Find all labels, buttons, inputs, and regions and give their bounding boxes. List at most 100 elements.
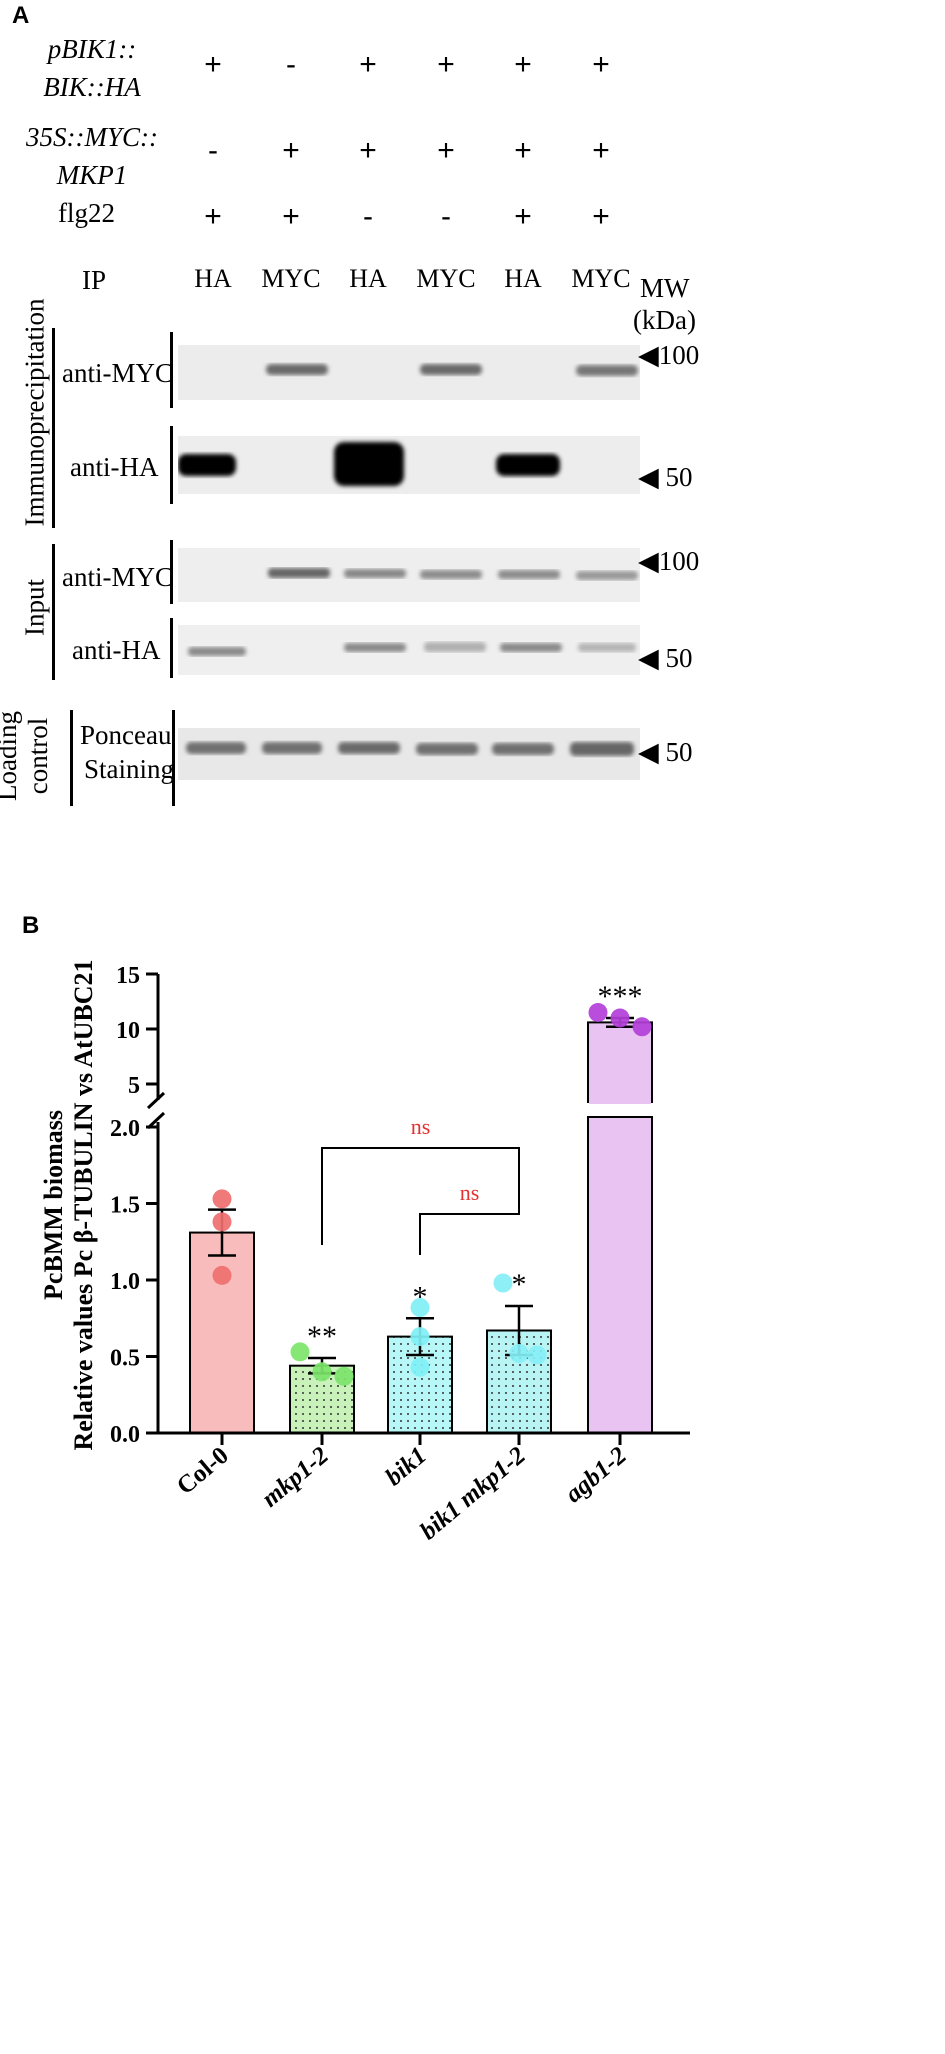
treatment-sign: + xyxy=(437,134,455,167)
bar-lower-segment xyxy=(587,1116,653,1434)
band xyxy=(416,743,478,755)
data-point xyxy=(334,1366,354,1386)
immuno-bracket xyxy=(52,328,55,528)
panel-a-letter: A xyxy=(12,2,30,29)
treatment-sign: + xyxy=(514,134,532,167)
treatment-sign: + xyxy=(437,48,455,81)
data-point xyxy=(610,1008,630,1028)
band xyxy=(498,570,560,579)
band xyxy=(334,442,404,486)
section-label-loading-control: Loading control xyxy=(0,696,92,816)
band xyxy=(570,742,634,756)
blot-label-immuno-ha: anti-HA xyxy=(70,452,159,482)
band xyxy=(500,643,562,652)
treatment-sign: + xyxy=(359,134,377,167)
row-label-35s-line1: 35S::MYC:: xyxy=(26,122,158,152)
input-bracket xyxy=(52,544,55,680)
significance-marker: ** xyxy=(307,1320,337,1353)
treatment-sign: - xyxy=(286,48,296,81)
x-category-label: bik1 xyxy=(380,1442,431,1491)
marker-triangle-icon: ◀ xyxy=(638,737,659,767)
ip-column-header: MYC xyxy=(571,264,631,293)
treatment-sign: + xyxy=(514,48,532,81)
y-tick-label: 0.0 xyxy=(110,1422,140,1448)
treatment-sign: - xyxy=(441,200,451,233)
bar-upper-cap xyxy=(589,1099,651,1104)
treatment-sign: - xyxy=(208,134,218,167)
y-axis-title-line1: PcBMM biomass xyxy=(39,1110,68,1300)
y-tick-label: 15 xyxy=(116,963,140,989)
immuno-ha-bar xyxy=(170,426,173,504)
significance-marker: * xyxy=(413,1280,428,1313)
treatment-sign: + xyxy=(282,200,300,233)
mw-value: 50 xyxy=(665,643,693,673)
ip-column-header: HA xyxy=(349,264,387,293)
y-tick-label: 2.0 xyxy=(110,1116,140,1142)
significance-marker: *** xyxy=(598,980,643,1013)
bar-break-gap xyxy=(587,1102,653,1116)
band xyxy=(178,454,236,476)
immuno-myc-bar xyxy=(170,332,173,408)
blot-label-input-ha: anti-HA xyxy=(72,635,161,665)
data-point xyxy=(212,1189,232,1209)
data-point xyxy=(527,1345,547,1365)
ip-column-header: HA xyxy=(194,264,232,293)
data-point xyxy=(493,1273,513,1293)
blot-input-myc-bg xyxy=(178,548,640,602)
ip-label: IP xyxy=(82,265,107,295)
band xyxy=(576,571,638,580)
y-tick-label: 0.5 xyxy=(110,1346,140,1372)
data-point xyxy=(588,1003,608,1022)
bar xyxy=(189,1231,255,1434)
treatment-sign: + xyxy=(592,48,610,81)
treatment-sign: + xyxy=(592,200,610,233)
band xyxy=(268,568,330,578)
y-axis-title-line2: Relative values Pc β-TUBULIN vs AtUBC21 xyxy=(69,959,98,1450)
data-point xyxy=(212,1212,232,1232)
treatment-sign: + xyxy=(359,48,377,81)
band xyxy=(492,743,554,755)
band xyxy=(424,642,486,652)
data-point xyxy=(290,1342,310,1362)
blot-input-myc xyxy=(178,548,640,602)
blot-label-ponceau-1: Ponceau xyxy=(80,720,172,750)
band xyxy=(262,742,322,754)
comparison-bracket xyxy=(419,1197,520,1255)
band xyxy=(344,643,406,652)
mw-marker-input-myc: ◀100 xyxy=(638,546,699,577)
row-label-35s: 35S::MYC:: MKP1 xyxy=(12,118,172,194)
input-myc-bar xyxy=(170,540,173,604)
loading-bracket xyxy=(70,710,73,806)
data-point xyxy=(410,1357,430,1377)
comparison-bracket xyxy=(321,1147,520,1245)
mw-value: 50 xyxy=(665,737,693,767)
mw-value: 100 xyxy=(658,546,700,576)
blot-ponceau-bg xyxy=(178,728,640,780)
blot-input-ha-bg xyxy=(178,625,640,675)
panel-b-letter: B xyxy=(22,912,40,939)
ip-column-header: MYC xyxy=(416,264,476,293)
data-point xyxy=(312,1362,332,1382)
mw-value: 100 xyxy=(658,340,700,370)
treatment-sign: + xyxy=(282,134,300,167)
band xyxy=(266,364,328,375)
mw-unit-label: (kDa) xyxy=(633,305,696,335)
blot-immuno-myc-bg xyxy=(178,345,640,400)
band xyxy=(188,647,246,656)
x-category-label: Col-0 xyxy=(172,1442,234,1500)
significance-marker: * xyxy=(512,1268,527,1301)
mw-marker-ponceau: ◀ 50 xyxy=(638,737,693,768)
blot-immuno-ha xyxy=(178,436,640,494)
band xyxy=(338,742,400,754)
treatment-sign: + xyxy=(592,134,610,167)
y-tick-label: 5 xyxy=(128,1073,140,1099)
data-point xyxy=(632,1017,652,1037)
mw-label: MW xyxy=(640,273,690,303)
blot-immuno-ha-bg xyxy=(178,436,640,494)
marker-triangle-icon: ◀ xyxy=(638,340,659,370)
treatment-sign: + xyxy=(514,200,532,233)
treatment-sign: + xyxy=(204,200,222,233)
y-tick-label: 1.5 xyxy=(110,1193,140,1219)
y-tick-label: 10 xyxy=(116,1018,140,1044)
